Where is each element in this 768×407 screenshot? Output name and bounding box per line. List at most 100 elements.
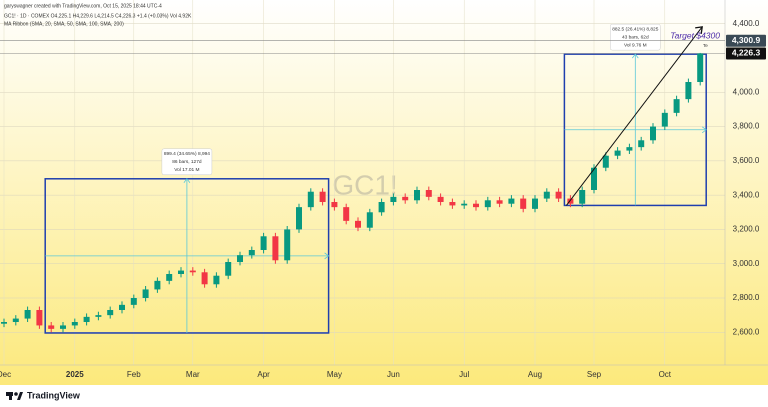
- candle-body: [107, 310, 114, 316]
- candle-body: [602, 155, 609, 168]
- x-tick-label: Dec: [0, 370, 11, 379]
- candle-body: [414, 190, 420, 201]
- target-arrow-head: [695, 26, 703, 34]
- candle-body: [178, 270, 184, 274]
- candle-body: [673, 99, 680, 113]
- candle-body: [307, 191, 314, 208]
- candle-body: [697, 53, 704, 82]
- candle-body: [638, 140, 645, 148]
- candle-body: [402, 196, 409, 201]
- candle-body: [366, 212, 373, 228]
- candle-body: [201, 272, 208, 285]
- candle-body: [130, 298, 137, 305]
- candle-body: [237, 255, 243, 262]
- candle-body: [425, 190, 432, 197]
- watermark: GC1!: [332, 169, 397, 200]
- candle-body: [532, 198, 538, 209]
- price-tag: [726, 47, 766, 60]
- candle-body: [496, 200, 503, 204]
- candle-body: [248, 250, 255, 256]
- candle-body: [614, 150, 621, 156]
- footer-bg: [0, 385, 768, 407]
- candle-body: [390, 196, 397, 202]
- range-label: Vol 17.01 M: [174, 167, 199, 173]
- x-tick-label: Feb: [127, 370, 141, 379]
- candle-body: [661, 112, 668, 127]
- candle-body: [626, 147, 633, 151]
- candle-body: [154, 280, 161, 290]
- x-tick-label: Aug: [528, 370, 542, 379]
- range-label: 899.4 (34.65%) 8,994: [164, 151, 210, 157]
- y-tick-label: 2,800.0: [733, 293, 760, 302]
- range-label: 86 bars, 127d: [172, 159, 202, 165]
- x-tick-label: Jun: [387, 370, 400, 379]
- candle-body: [36, 310, 43, 326]
- candle-body: [24, 310, 31, 319]
- x-tick-label: Mar: [186, 370, 200, 379]
- x-tick-label: 2025: [66, 370, 84, 379]
- candle-body: [378, 202, 385, 213]
- candle-body: [508, 198, 515, 204]
- y-tick-label: 3,800.0: [733, 122, 760, 131]
- y-tick-label: 4,400.0: [733, 19, 760, 28]
- candle-body: [60, 325, 66, 329]
- candle-body: [685, 82, 692, 100]
- price-tag-label: 4,300.9: [732, 35, 761, 45]
- x-tick-label: Oct: [659, 370, 672, 379]
- credit: garyswagner created with TradingView.com…: [4, 3, 162, 9]
- candle-body: [579, 190, 586, 204]
- candle-body: [331, 202, 338, 208]
- range-arrow: [701, 126, 707, 134]
- price-tag: [726, 34, 766, 47]
- x-tick-label: Sep: [587, 370, 602, 379]
- candle-body: [83, 316, 90, 322]
- candle-body: [284, 229, 291, 261]
- candle-body: [71, 322, 78, 326]
- logo-text: TradingView: [27, 390, 81, 400]
- y-tick-label: 3,000.0: [733, 259, 760, 268]
- target-arrow: [566, 26, 703, 206]
- target-note: Te: [703, 43, 708, 48]
- background: [0, 0, 768, 385]
- candle-body: [484, 200, 491, 208]
- y-tick-label: 3,400.0: [733, 190, 760, 199]
- range-label-bg: [161, 148, 213, 176]
- x-tick-label: Jul: [459, 370, 469, 379]
- candle-body: [449, 202, 456, 206]
- range-arrow: [631, 53, 639, 59]
- range-label: Vol 9.76 M: [624, 42, 647, 48]
- target-label: Target $4300: [670, 30, 720, 40]
- x-tick-label: May: [327, 370, 342, 379]
- range-arrow: [183, 178, 191, 184]
- range-label-bg: [610, 23, 661, 51]
- candle-body: [95, 315, 102, 317]
- candle-body: [48, 325, 55, 329]
- candle-body: [119, 304, 125, 310]
- candle-body: [567, 198, 574, 204]
- candle-body: [213, 275, 220, 285]
- y-tick-label: 4,000.0: [733, 87, 760, 96]
- candle-body: [355, 220, 361, 228]
- candle-body: [225, 262, 232, 276]
- candle-body: [555, 191, 562, 199]
- candle-body: [166, 274, 173, 281]
- candle-body: [319, 191, 326, 202]
- y-tick-label: 3,600.0: [733, 156, 760, 165]
- range-label: 43 bars, 62d: [622, 34, 649, 40]
- logo-icon: [6, 392, 23, 400]
- range-label: 882.5 (26.41%) 8,825: [612, 26, 658, 32]
- candle-body: [272, 236, 279, 261]
- candle-body: [543, 191, 550, 199]
- y-tick-label: 2,600.0: [733, 327, 760, 336]
- y-tick-label: 3,200.0: [733, 225, 760, 234]
- candle-body: [520, 198, 527, 209]
- candle-body: [650, 126, 656, 141]
- range-arrow: [324, 252, 330, 260]
- candle-body: [461, 203, 468, 206]
- candle-body: [591, 167, 597, 190]
- price-tag-label: 4,226.3: [732, 48, 761, 58]
- candle-body: [142, 289, 149, 298]
- candle-body: [343, 207, 350, 221]
- candle-body: [1, 322, 7, 324]
